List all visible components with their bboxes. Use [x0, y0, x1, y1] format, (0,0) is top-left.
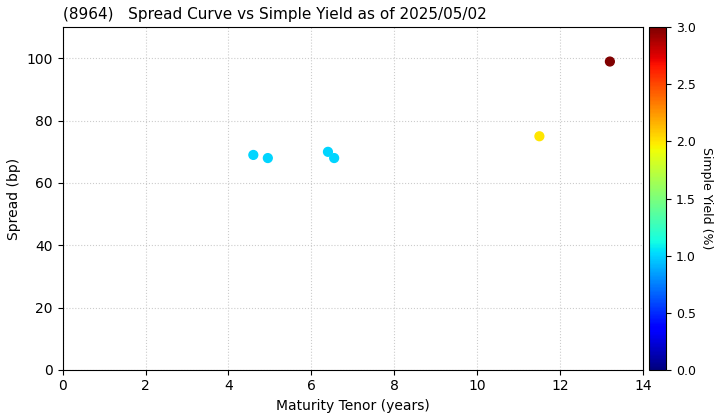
Text: (8964)   Spread Curve vs Simple Yield as of 2025/05/02: (8964) Spread Curve vs Simple Yield as o…	[63, 7, 486, 22]
Y-axis label: Simple Yield (%): Simple Yield (%)	[700, 147, 713, 250]
Point	[328, 155, 340, 161]
Point	[248, 152, 259, 158]
Point	[534, 133, 545, 139]
Point	[604, 58, 616, 65]
Point	[322, 148, 333, 155]
X-axis label: Maturity Tenor (years): Maturity Tenor (years)	[276, 399, 430, 413]
Point	[262, 155, 274, 161]
Y-axis label: Spread (bp): Spread (bp)	[7, 158, 21, 239]
